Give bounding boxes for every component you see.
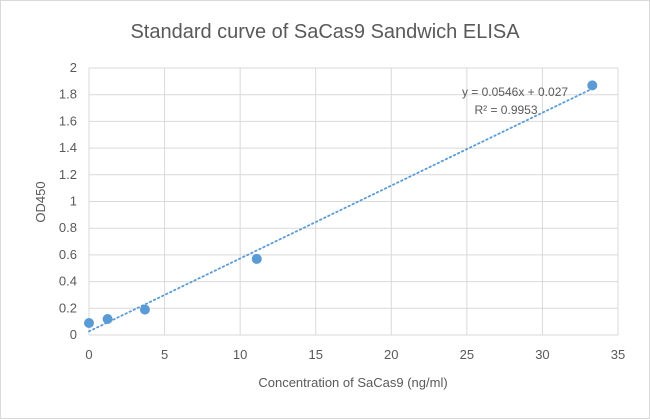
y-tick-label-8: 1.6 <box>59 113 77 128</box>
x-tick-label-4: 20 <box>384 347 398 362</box>
y-tick-label-6: 1.2 <box>59 167 77 182</box>
y-tick-label-10: 2 <box>70 60 77 75</box>
trendline <box>88 87 594 333</box>
trendline-r-squared: R² = 0.9953 <box>474 103 537 117</box>
trendline-equation: y = 0.0546x + 0.027 <box>462 85 568 99</box>
x-tick-label-1: 5 <box>161 347 168 362</box>
gridlines <box>88 67 619 336</box>
y-tick-label-0: 0 <box>70 327 77 342</box>
x-axis-label: Concentration of SaCas9 (ng/ml) <box>258 375 447 390</box>
y-tick-label-7: 1.4 <box>59 140 77 155</box>
data-point-2 <box>139 304 150 315</box>
data-point-1 <box>102 313 113 324</box>
trendline-layer <box>88 87 594 333</box>
y-axis: 0 0.2 0.4 0.6 0.8 1 1.2 1.4 1.6 1.8 2 <box>59 60 77 342</box>
x-tick-label-2: 10 <box>233 347 247 362</box>
x-tick-label-6: 30 <box>535 347 549 362</box>
y-axis-label: OD450 <box>33 181 48 222</box>
data-point-3 <box>251 253 262 264</box>
chart-title: Standard curve of SaCas9 Sandwich ELISA <box>130 21 520 43</box>
x-tick-label-3: 15 <box>308 347 322 362</box>
x-tick-label-5: 25 <box>460 347 474 362</box>
y-tick-label-5: 1 <box>70 194 77 209</box>
x-axis: 0 5 10 15 20 25 30 35 <box>85 347 625 362</box>
y-tick-label-2: 0.4 <box>59 274 77 289</box>
y-tick-label-3: 0.6 <box>59 247 77 262</box>
data-point-4 <box>587 80 598 91</box>
y-tick-label-4: 0.8 <box>59 220 77 235</box>
x-tick-label-0: 0 <box>85 347 92 362</box>
x-tick-label-7: 35 <box>611 347 625 362</box>
data-point-0 <box>84 317 94 328</box>
y-tick-label-1: 0.2 <box>59 300 77 315</box>
y-tick-label-9: 1.8 <box>59 87 77 102</box>
points-layer <box>84 80 598 328</box>
